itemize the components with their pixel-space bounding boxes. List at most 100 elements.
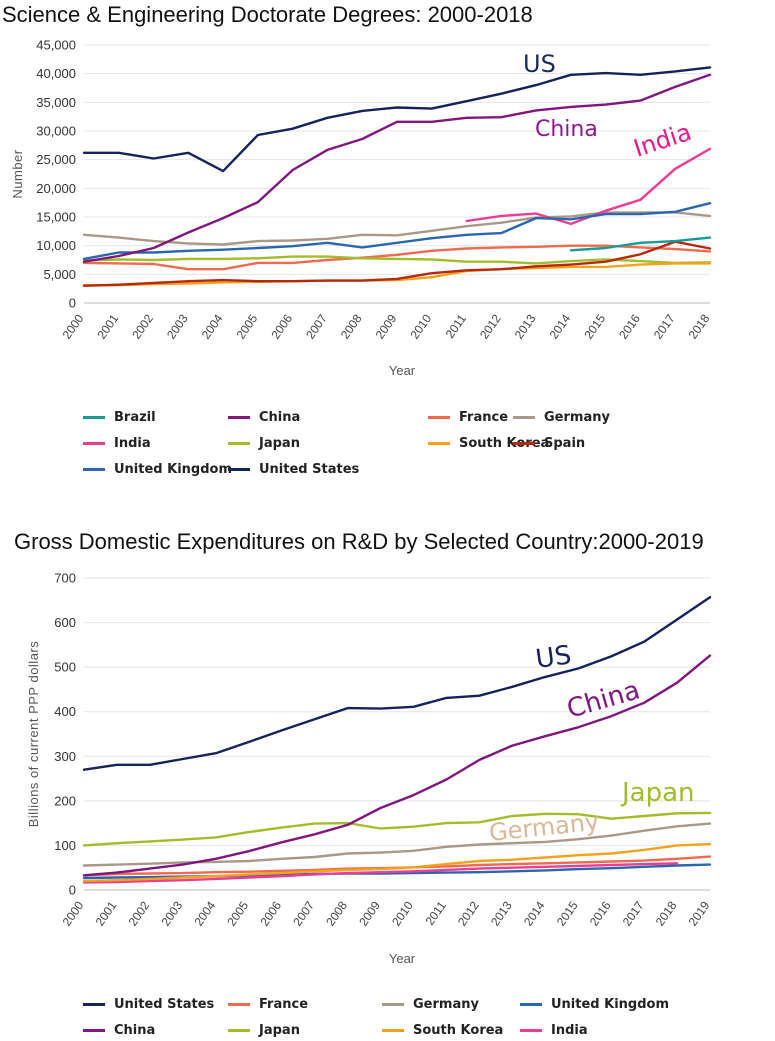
legend-item-japan: Japan [228, 434, 300, 452]
chart1-x-tick-label: 2009 [373, 311, 400, 341]
legend-item-united-states: United States [83, 995, 214, 1013]
legend-label: United States [259, 461, 360, 477]
legend-label: South Korea [413, 1022, 504, 1038]
chart2-x-tick-label: 2007 [290, 898, 317, 928]
legend-label: India [551, 1022, 588, 1038]
chart2-y-tick-label: 300 [54, 749, 76, 764]
chart1-x-tick-label: 2008 [338, 311, 365, 341]
chart2-series-south-korea [82, 842, 712, 883]
chart2-title: Gross Domestic Expenditures on R&D by Se… [14, 529, 704, 554]
legend-item-spain: Spain [513, 434, 585, 452]
chart2-series-germany [82, 822, 712, 867]
legend-swatch [228, 1002, 250, 1006]
chart1-y-tick-label: 40,000 [36, 66, 76, 81]
chart1-y-tick-label: 15,000 [36, 210, 76, 225]
chart1-series-united-states [82, 66, 712, 173]
chart2-x-tick-label: 2003 [159, 898, 186, 928]
chart1-x-tick-label: 2004 [199, 311, 226, 341]
legend-swatch [83, 467, 105, 471]
legend-swatch [228, 1028, 250, 1032]
chart2-x-tick-label: 2015 [554, 898, 581, 928]
chart1-x-tick-label: 2011 [443, 311, 469, 340]
legend-item-germany: Germany [382, 995, 479, 1013]
legend-label: France [259, 996, 309, 1012]
chart2-annotation-china: China [564, 675, 644, 724]
chart2-x-tick-label: 2012 [455, 898, 482, 928]
chart1-x-tick-label: 2001 [94, 311, 121, 341]
legend-item-france: France [428, 408, 508, 426]
legend-label: Spain [544, 435, 586, 451]
legend-label: Brazil [114, 409, 156, 425]
legend-label: Germany [413, 996, 479, 1012]
chart2-y-tick-label: 700 [54, 571, 76, 586]
legend-swatch [83, 441, 105, 445]
legend-label: Japan [259, 1022, 300, 1038]
legend-swatch [428, 441, 450, 445]
chart1-y-tick-label: 45,000 [36, 38, 76, 53]
chart1-series-united-kingdom [82, 202, 712, 261]
legend-label: United Kingdom [114, 461, 233, 477]
chart1-y-tick-label: 5,000 [43, 267, 76, 282]
chart2-x-tick-label: 2019 [686, 898, 713, 928]
legend-item-japan: Japan [228, 1021, 300, 1039]
chart1-x-tick-label: 2007 [303, 311, 330, 341]
legend-label: South Korea [459, 435, 550, 451]
legend-item-france: France [228, 995, 308, 1013]
chart1-x-tick-label: 2015 [581, 311, 608, 341]
chart1-y-tick-label: 20,000 [36, 181, 76, 196]
chart2-x-tick-label: 2018 [653, 898, 680, 928]
legend-item-china: China [83, 1021, 155, 1039]
chart2-annotation-japan: Japan [620, 778, 695, 808]
chart1-x-tick-label: 2005 [234, 311, 261, 341]
chart2-x-tick-label: 2017 [620, 898, 647, 928]
chart2-series-india [82, 862, 679, 884]
legend-label: Germany [544, 409, 610, 425]
chart2-x-tick-label: 2010 [389, 898, 416, 928]
legend-label: United Kingdom [551, 996, 670, 1012]
legend-swatch [228, 415, 250, 419]
legend-swatch [428, 415, 450, 419]
chart1-y-tick-label: 35,000 [36, 95, 76, 110]
chart1-y-tick-label: 25,000 [36, 152, 76, 167]
chart1-x-tick-label: 2017 [651, 311, 678, 341]
chart2-y-axis-label: Billions of current PPP dollars [26, 641, 41, 828]
chart1-x-tick-label: 2006 [268, 311, 295, 341]
legend-item-brazil: Brazil [83, 408, 156, 426]
legend-swatch [382, 1002, 404, 1006]
legend-label: China [114, 1022, 156, 1038]
legend-label: India [114, 435, 151, 451]
chart1-series-china [82, 73, 712, 263]
chart1-x-axis-label: Year [389, 363, 416, 378]
chart1-x-tick-label: 2000 [60, 311, 87, 341]
chart2-x-tick-label: 2014 [521, 898, 548, 928]
chart2-annotation-us: US [534, 640, 573, 675]
chart2-x-tick-label: 2016 [587, 898, 614, 928]
chart1-series-japan [82, 255, 712, 265]
legend-item-south-korea: South Korea [428, 434, 549, 452]
chart1-y-tick-label: 10,000 [36, 238, 76, 253]
chart2-x-tick-label: 2001 [93, 898, 120, 928]
legend-swatch [83, 1028, 105, 1032]
chart2-series-united-states [82, 596, 712, 771]
chart1-x-tick-label: 2016 [616, 311, 643, 341]
chart1-annotation-us: US [523, 50, 556, 78]
chart1-series-france [82, 244, 712, 271]
chart1-title: Science & Engineering Doctorate Degrees:… [2, 2, 533, 27]
chart2-y-tick-label: 400 [54, 704, 76, 719]
chart1-series-brazil [569, 236, 712, 252]
chart1-y-tick-label: 30,000 [36, 124, 76, 139]
chart2-y-tick-label: 100 [54, 838, 76, 853]
legend-swatch [83, 415, 105, 419]
legend-item-india: India [83, 434, 151, 452]
chart1-x-tick-label: 2018 [686, 311, 713, 341]
legend-item-south-korea: South Korea [382, 1021, 503, 1039]
chart2-x-tick-label: 2011 [423, 898, 449, 927]
chart1-x-tick-label: 2013 [512, 311, 539, 341]
chart1-series-germany [82, 211, 712, 246]
chart2-x-tick-label: 2006 [257, 898, 284, 928]
chart2-series-japan [82, 811, 712, 847]
chart2-series-china [82, 654, 712, 877]
chart2-x-tick-label: 2000 [60, 898, 87, 928]
legend-item-united-states: United States [228, 460, 359, 478]
